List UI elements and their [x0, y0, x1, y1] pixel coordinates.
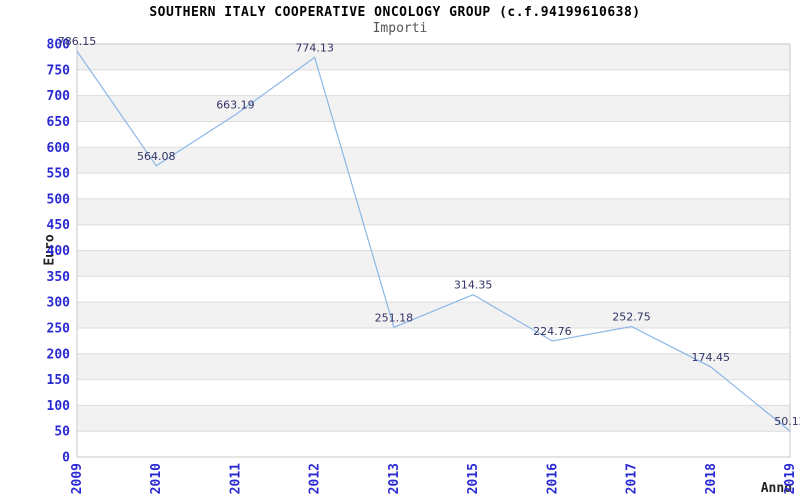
x-tick-label: 2009: [70, 463, 85, 494]
data-line: [76, 50, 791, 432]
x-tick-label: 2017: [625, 463, 640, 494]
x-tick-label: 2010: [149, 463, 164, 494]
y-tick-label: 700: [47, 89, 71, 104]
point-value-label: 50.12: [774, 415, 800, 428]
point-value-label: 663.19: [216, 99, 255, 112]
y-tick-label: 150: [47, 373, 71, 388]
chart-subtitle: Importi: [372, 21, 428, 36]
point-value-label: 224.76: [533, 325, 572, 338]
point-value-label: 774.13: [295, 41, 334, 54]
point-value-label: 564.08: [137, 150, 176, 163]
y-tick-label: 600: [47, 141, 71, 156]
y-tick-label: 750: [47, 63, 71, 78]
x-tick-label: 2012: [308, 463, 323, 494]
plot-band: [77, 44, 790, 70]
x-axis-title: Anno: [760, 481, 792, 496]
plot-band: [77, 302, 790, 328]
y-tick-label: 100: [47, 399, 71, 414]
plot-border: [76, 43, 791, 458]
y-tick-label: 500: [47, 192, 71, 207]
plot-band: [77, 95, 790, 122]
plot-band: [77, 198, 790, 225]
y-tick-label: 200: [47, 347, 71, 362]
point-value-label: 174.45: [692, 351, 731, 364]
y-tick-label: 550: [47, 167, 71, 182]
plot-band: [77, 405, 790, 432]
x-tick-label: 2019: [783, 463, 798, 494]
y-tick-label: 800: [47, 38, 71, 53]
y-tick-label: 300: [47, 296, 71, 311]
y-tick-label: 250: [47, 321, 71, 336]
point-value-label: 251.18: [375, 311, 414, 324]
x-tick-label: 2015: [466, 463, 481, 494]
point-value-label: 786.15: [58, 35, 97, 48]
y-tick-label: 0: [62, 451, 70, 466]
y-tick-label: 50: [54, 425, 70, 440]
x-tick-label: 2016: [545, 463, 560, 494]
point-value-label: 314.35: [454, 279, 493, 292]
point-value-label: 252.75: [612, 311, 651, 324]
plot-band: [77, 147, 790, 174]
x-tick-label: 2018: [704, 463, 719, 494]
chart-title: SOUTHERN ITALY COOPERATIVE ONCOLOGY GROU…: [149, 5, 641, 20]
y-tick-label: 350: [47, 270, 71, 285]
plot-band: [77, 353, 790, 380]
plot-band: [77, 250, 790, 277]
x-tick-label: 2013: [387, 463, 402, 494]
y-tick-label: 650: [47, 115, 71, 130]
x-tick-label: 2011: [228, 463, 243, 494]
y-tick-label: 450: [47, 218, 71, 233]
y-tick-label: 400: [47, 244, 71, 259]
